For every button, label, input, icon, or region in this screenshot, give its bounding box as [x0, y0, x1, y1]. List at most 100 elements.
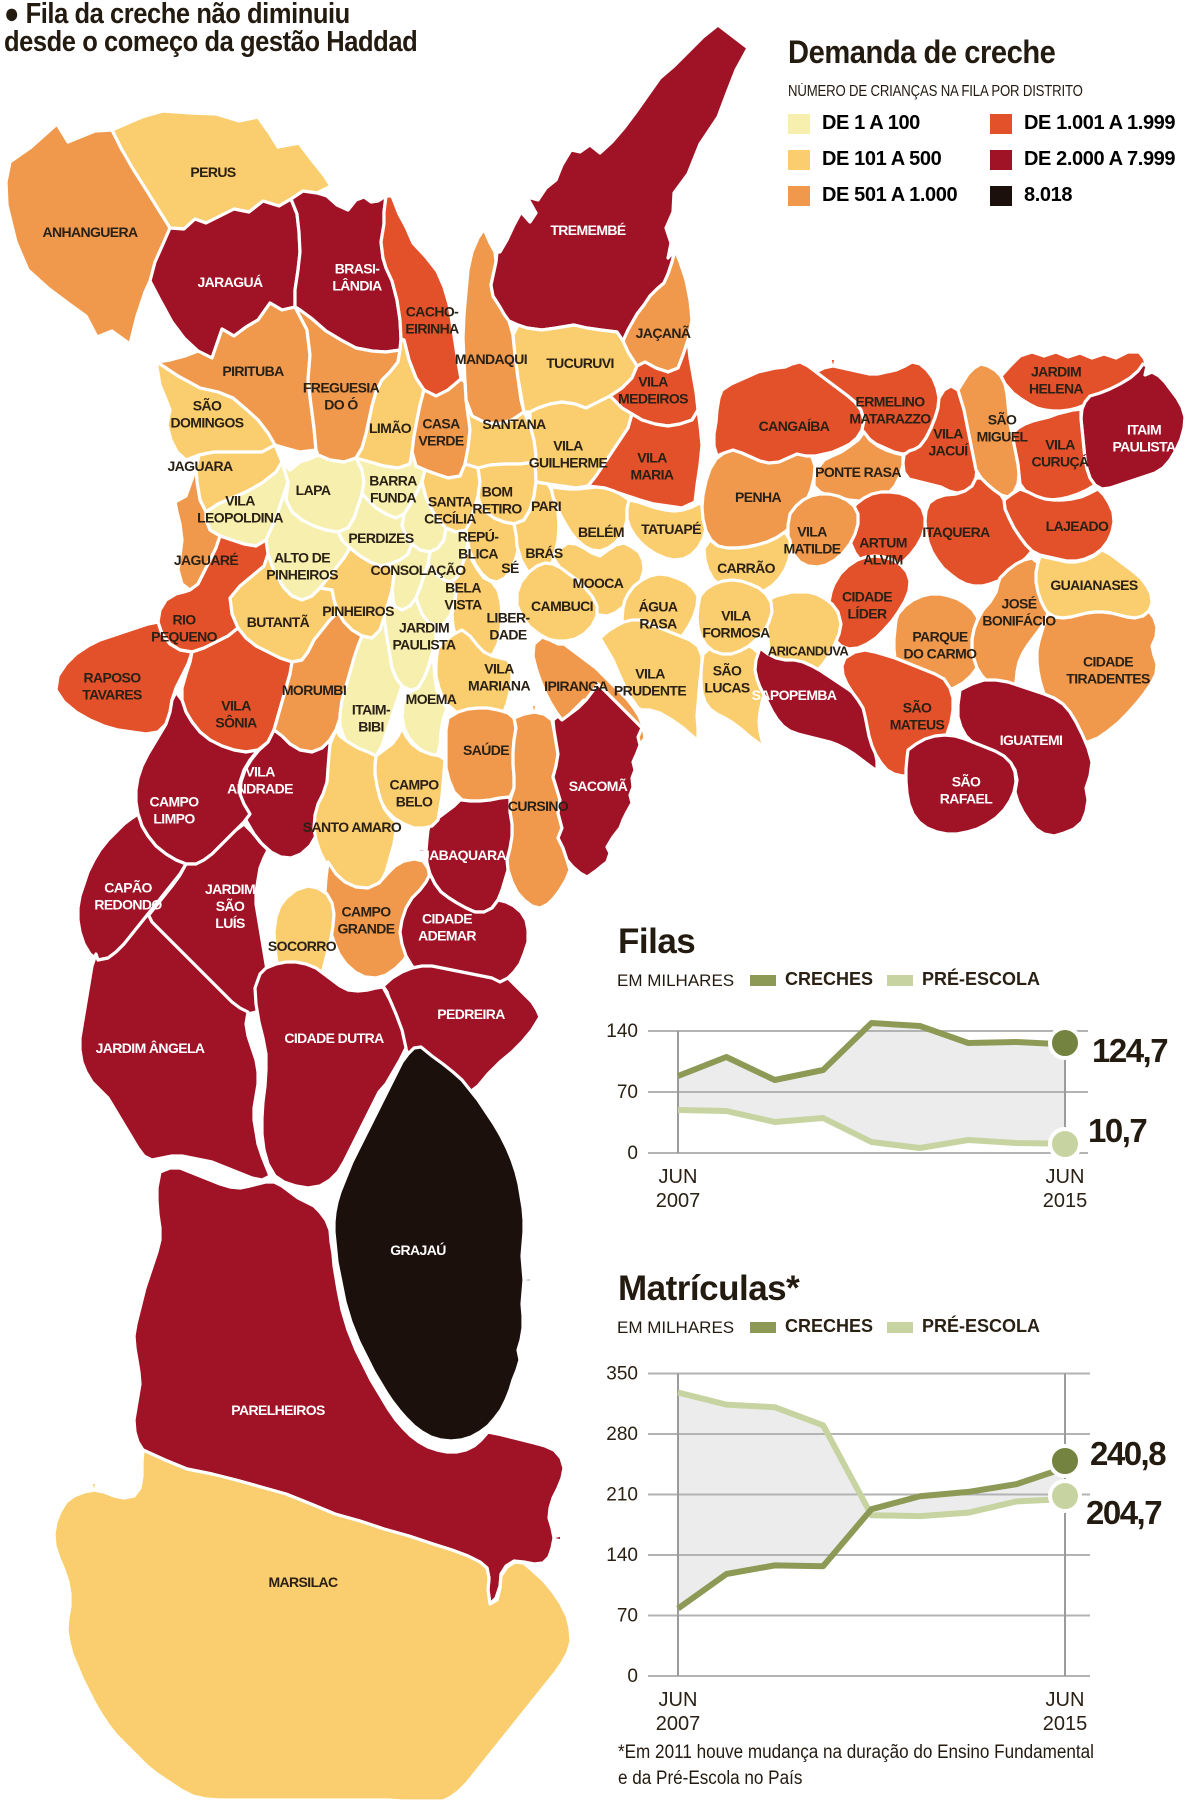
- svg-text:PENHA: PENHA: [735, 489, 781, 505]
- svg-text:70: 70: [617, 1606, 638, 1627]
- svg-text:FREGUESIA: FREGUESIA: [303, 379, 380, 395]
- svg-text:JARAGUÁ: JARAGUÁ: [197, 274, 263, 290]
- svg-text:LÂNDIA: LÂNDIA: [332, 276, 382, 293]
- svg-text:ALVIM: ALVIM: [863, 551, 903, 567]
- svg-text:SÔNIA: SÔNIA: [215, 713, 257, 730]
- svg-text:BLICA: BLICA: [458, 545, 498, 561]
- svg-text:GRAJAÚ: GRAJAÚ: [390, 1241, 446, 1258]
- svg-text:IPIRANGA: IPIRANGA: [544, 678, 608, 694]
- svg-text:ANHANGUERA: ANHANGUERA: [42, 224, 138, 240]
- svg-text:BELA: BELA: [445, 579, 481, 595]
- svg-text:PINHEIROS: PINHEIROS: [322, 603, 394, 619]
- svg-text:VILA: VILA: [637, 449, 667, 465]
- svg-text:350: 350: [606, 1363, 638, 1384]
- svg-text:VILA: VILA: [221, 697, 251, 713]
- svg-text:MEDEIROS: MEDEIROS: [618, 390, 688, 406]
- svg-text:ERMELINO: ERMELINO: [855, 393, 925, 409]
- svg-text:CIDADE: CIDADE: [842, 588, 892, 604]
- svg-text:RIO: RIO: [172, 611, 196, 627]
- svg-text:JUN: JUN: [659, 1166, 698, 1188]
- svg-text:TAVARES: TAVARES: [82, 686, 142, 702]
- svg-text:IGUATEMI: IGUATEMI: [1000, 732, 1063, 748]
- svg-text:RASA: RASA: [639, 615, 677, 631]
- svg-text:SACOMÃ: SACOMÃ: [569, 777, 628, 794]
- svg-text:MATEUS: MATEUS: [890, 716, 945, 732]
- svg-text:CRECHES: CRECHES: [785, 1316, 873, 1336]
- svg-text:JAGUARÉ: JAGUARÉ: [174, 552, 239, 568]
- svg-text:CRECHES: CRECHES: [785, 969, 873, 989]
- svg-text:CAPÃO: CAPÃO: [104, 878, 152, 895]
- svg-text:CURSINO: CURSINO: [508, 798, 569, 814]
- svg-text:PIRITUBA: PIRITUBA: [222, 363, 284, 379]
- svg-text:PARELHEIROS: PARELHEIROS: [231, 1402, 325, 1418]
- svg-text:BOM: BOM: [482, 483, 513, 499]
- svg-text:TATUAPÉ: TATUAPÉ: [641, 521, 701, 537]
- svg-text:VILA: VILA: [635, 665, 665, 681]
- svg-text:PINHEIROS: PINHEIROS: [266, 566, 338, 582]
- svg-text:VILA: VILA: [1045, 436, 1075, 452]
- svg-text:PEDREIRA: PEDREIRA: [437, 1006, 505, 1022]
- svg-text:TREMEMBÉ: TREMEMBÉ: [550, 222, 626, 238]
- svg-text:VILA: VILA: [933, 425, 963, 441]
- svg-text:DADE: DADE: [489, 626, 527, 642]
- svg-text:0: 0: [627, 1143, 638, 1164]
- svg-text:ARICANDUVA: ARICANDUVA: [768, 644, 850, 659]
- svg-text:JOSÉ: JOSÉ: [1002, 595, 1037, 611]
- svg-text:CARRÃO: CARRÃO: [717, 559, 776, 576]
- svg-text:70: 70: [617, 1082, 638, 1103]
- svg-text:JACUÍ: JACUÍ: [928, 442, 969, 458]
- svg-text:JARDIM: JARDIM: [1031, 363, 1081, 379]
- svg-text:PONTE RASA: PONTE RASA: [815, 464, 901, 480]
- svg-text:REDONDO: REDONDO: [94, 896, 162, 912]
- svg-text:PAULISTA: PAULISTA: [1112, 438, 1176, 454]
- svg-text:ITAIM-: ITAIM-: [352, 701, 391, 717]
- svg-text:FORMOSA: FORMOSA: [702, 624, 770, 640]
- svg-text:PARQUE: PARQUE: [912, 628, 968, 644]
- svg-text:MORUMBI: MORUMBI: [282, 682, 346, 698]
- svg-text:MIGUEL: MIGUEL: [977, 428, 1029, 444]
- svg-text:GRANDE: GRANDE: [337, 920, 394, 936]
- svg-text:VILA: VILA: [553, 437, 583, 453]
- svg-text:PRÉ-ESCOLA: PRÉ-ESCOLA: [922, 1315, 1040, 1336]
- svg-text:JUN: JUN: [1046, 1166, 1085, 1188]
- svg-text:CURUÇÁ: CURUÇÁ: [1031, 453, 1089, 469]
- svg-text:DO CARMO: DO CARMO: [904, 645, 978, 661]
- svg-text:VILA: VILA: [484, 660, 514, 676]
- svg-text:SAÚDE: SAÚDE: [463, 741, 509, 758]
- svg-text:RAPOSO: RAPOSO: [83, 669, 141, 685]
- svg-text:210: 210: [606, 1485, 638, 1506]
- svg-text:CACHO-: CACHO-: [406, 303, 459, 319]
- svg-text:SÃO: SÃO: [216, 897, 245, 914]
- svg-text:REPÚ-: REPÚ-: [458, 527, 499, 544]
- svg-text:JARDIM: JARDIM: [399, 619, 449, 635]
- svg-text:CIDADE: CIDADE: [1083, 653, 1133, 669]
- svg-text:280: 280: [606, 1424, 638, 1445]
- svg-text:GUAIANASES: GUAIANASES: [1050, 577, 1138, 593]
- svg-text:ÁGUA: ÁGUA: [639, 598, 678, 614]
- svg-text:RAFAEL: RAFAEL: [940, 790, 993, 806]
- svg-text:HELENA: HELENA: [1029, 380, 1083, 396]
- svg-text:LAJEADO: LAJEADO: [1046, 518, 1109, 534]
- svg-text:140: 140: [606, 1545, 638, 1566]
- svg-text:JAGUARA: JAGUARA: [167, 458, 233, 474]
- svg-text:SAPOPEMBA: SAPOPEMBA: [752, 687, 837, 703]
- svg-text:LAPA: LAPA: [296, 482, 331, 498]
- svg-text:GUILHERME: GUILHERME: [529, 454, 608, 470]
- svg-text:DO Ó: DO Ó: [324, 395, 358, 412]
- svg-text:PRUDENTE: PRUDENTE: [614, 682, 686, 698]
- svg-text:JARDIM: JARDIM: [205, 881, 255, 897]
- svg-text:BIBI: BIBI: [358, 718, 384, 734]
- svg-text:LUCAS: LUCAS: [704, 679, 749, 695]
- svg-text:2007: 2007: [656, 1190, 701, 1212]
- svg-text:ANDRADE: ANDRADE: [227, 780, 293, 796]
- svg-text:CECÍLIA: CECÍLIA: [424, 510, 476, 526]
- svg-text:EIRINHA: EIRINHA: [405, 320, 459, 336]
- svg-text:LEOPOLDINA: LEOPOLDINA: [197, 509, 283, 525]
- svg-text:SÃO: SÃO: [952, 772, 981, 789]
- svg-text:FUNDA: FUNDA: [370, 489, 416, 505]
- svg-text:CAMPO: CAMPO: [341, 903, 391, 919]
- svg-text:RETIRO: RETIRO: [472, 500, 522, 516]
- svg-text:SÃO: SÃO: [193, 396, 222, 413]
- svg-text:SANTANA: SANTANA: [482, 416, 546, 432]
- svg-text:VILA: VILA: [797, 523, 827, 539]
